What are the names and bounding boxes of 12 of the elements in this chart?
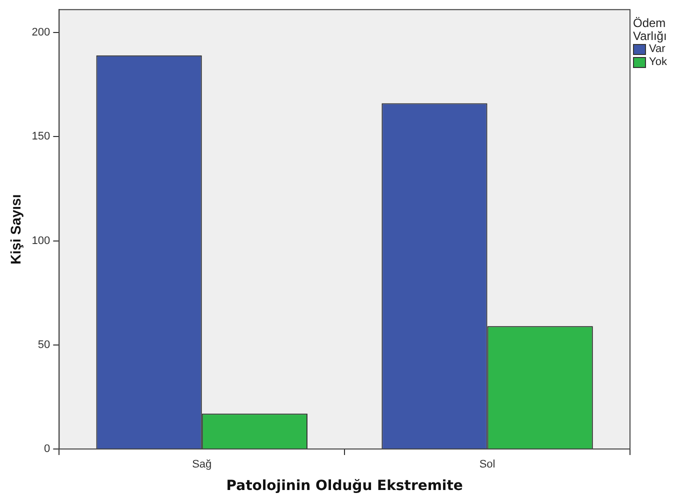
y-tick-label: 0	[44, 443, 50, 456]
x-tick-label: Sağ	[192, 458, 212, 471]
legend-label: Var	[649, 43, 666, 56]
y-tick-label: 50	[38, 338, 50, 351]
y-tick-label: 150	[32, 130, 50, 143]
legend-title: Ödem Varlığı	[633, 16, 668, 43]
x-tick-label: Sol	[479, 458, 496, 471]
x-axis-title: Patolojinin Olduğu Ekstremite	[226, 478, 463, 494]
y-tick-label: 100	[32, 234, 50, 247]
legend-label: Yok	[649, 56, 667, 69]
y-tick-label: 200	[32, 26, 50, 39]
y-axis-title: Kişi Sayısı	[7, 194, 24, 264]
